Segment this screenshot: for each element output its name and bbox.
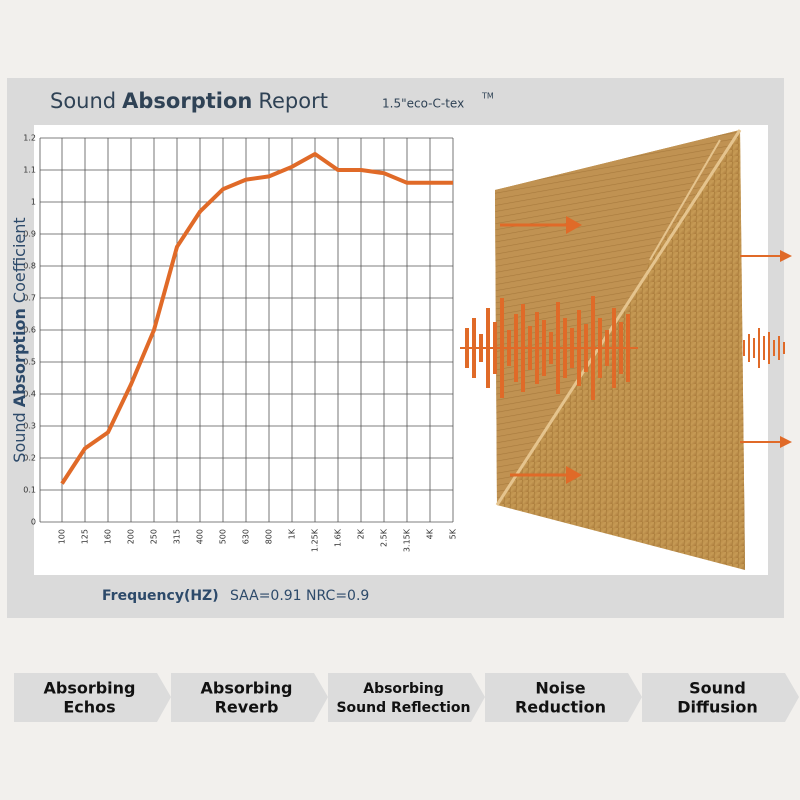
feature-button [171, 673, 328, 722]
x-tick-label: 800 [265, 529, 274, 544]
y-tick-label: 1 [31, 198, 36, 207]
x-tick-label: 100 [58, 529, 67, 544]
x-tick-label: 1K [288, 528, 297, 539]
feature-label: Sound Reflection [336, 700, 470, 716]
y-tick-label: 0 [31, 518, 36, 527]
y-label-word: Absorption [10, 308, 29, 407]
y-tick-label: 1.2 [23, 134, 36, 143]
x-tick-label: 315 [173, 529, 182, 544]
x-tick-label: 4K [426, 528, 435, 539]
x-tick-label: 500 [219, 529, 228, 544]
y-label-word: Coefficient [10, 217, 29, 303]
x-tick-label: 2.5K [380, 528, 389, 547]
feature-label: Noise [535, 679, 585, 698]
trademark: TM [481, 92, 494, 101]
x-tick-label: 1.6K [334, 528, 343, 547]
feature-row: AbsorbingEchosAbsorbingReverbAbsorbingSo… [14, 673, 799, 722]
x-tick-label: 1.25K [311, 528, 320, 552]
feature-label: Reduction [515, 698, 606, 717]
x-tick-label: 125 [81, 529, 90, 544]
arrows [500, 216, 792, 484]
x-tick-label: 160 [104, 529, 113, 544]
x-tick-label: 400 [196, 529, 205, 544]
feature-button [328, 673, 485, 722]
y-tick-label: 0.4 [23, 390, 36, 399]
y-label-word: Sound [10, 412, 29, 462]
feature-label: Absorbing [363, 681, 444, 697]
x-tick-label: 630 [242, 529, 251, 544]
x-axis-label: Frequency(HZ) [102, 588, 219, 604]
feature-label: Reverb [215, 698, 279, 717]
feature-button [642, 673, 799, 722]
feature-button [14, 673, 171, 722]
y-tick-label: 0.2 [23, 454, 36, 463]
product-name: 1.5"eco-C-tex [382, 97, 464, 111]
y-tick-label: 0.9 [23, 230, 36, 239]
title-word: Report [258, 89, 328, 113]
x-tick-label: 250 [150, 529, 159, 544]
y-tick-label: 1.1 [23, 166, 36, 175]
x-tick-label: 200 [127, 529, 136, 544]
x-tick-label: 2K [357, 528, 366, 539]
note: SAA=0.91 NRC=0.9 [230, 588, 369, 604]
feature-label: Echos [63, 698, 115, 717]
title-word: Sound [50, 89, 116, 113]
y-axis-label: Sound Absorption Coefficient [10, 217, 29, 462]
y-tick-label: 0.6 [23, 326, 36, 335]
chart: Sound Absorption Report 1.5"eco-C-texTM00.1… [10, 89, 494, 604]
data-line [60, 152, 453, 485]
feature-label: Sound [689, 679, 746, 698]
y-tick-label: 0.1 [23, 486, 36, 495]
feature-button [485, 673, 642, 722]
y-tick-label: 0.3 [23, 422, 36, 431]
y-tick-label: 0.7 [23, 294, 36, 303]
y-tick-label: 0.8 [23, 262, 36, 271]
feature-label: Absorbing [43, 679, 135, 698]
x-tick-label: 5K [449, 528, 458, 539]
y-tick-label: 0.5 [23, 358, 36, 367]
title-word: Absorption [122, 89, 252, 113]
feature-label: Absorbing [200, 679, 292, 698]
x-tick-label: 3.15K [403, 528, 412, 552]
report-title: Sound Absorption Report [50, 89, 328, 113]
sound-wave [460, 296, 785, 400]
feature-label: Diffusion [677, 698, 758, 717]
